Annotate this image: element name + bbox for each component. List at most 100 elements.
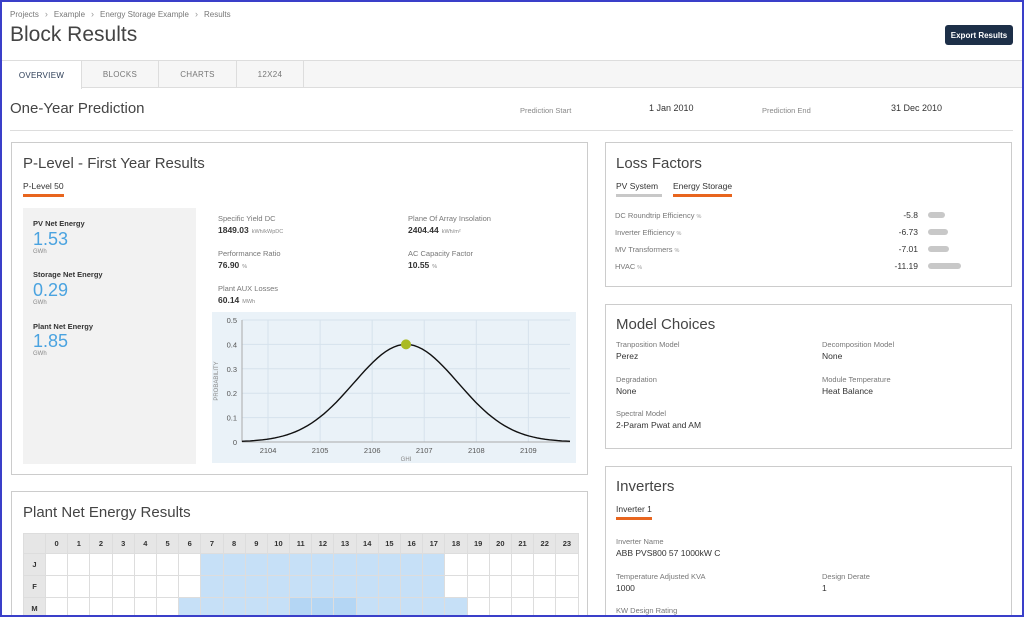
energy-cell[interactable] — [44, 597, 69, 615]
energy-cell[interactable] — [89, 597, 113, 615]
energy-cell[interactable] — [222, 597, 246, 615]
hour-header: 11 — [289, 533, 313, 554]
energy-cell[interactable] — [510, 597, 535, 615]
tab-overview[interactable]: OVERVIEW — [2, 61, 82, 89]
energy-cell[interactable] — [67, 553, 91, 576]
hour-header: 19 — [466, 533, 490, 554]
plevel-subtab[interactable]: P-Level 50 — [23, 181, 64, 197]
energy-cell[interactable] — [67, 575, 91, 598]
spectral-model-label: Spectral Model — [616, 409, 667, 418]
month-header: F — [23, 575, 46, 598]
loss-factor-label: MV Transformers% — [615, 245, 680, 254]
energy-cell[interactable] — [89, 575, 113, 598]
energy-cell[interactable] — [466, 553, 490, 576]
energy-cell[interactable] — [399, 597, 424, 615]
energy-cell[interactable] — [311, 553, 335, 576]
tab-charts[interactable]: CHARTS — [159, 61, 237, 88]
energy-cell[interactable] — [155, 597, 180, 615]
energy-cell[interactable] — [488, 575, 512, 598]
chevron-right-icon: › — [194, 9, 198, 19]
energy-cell[interactable] — [422, 553, 446, 576]
energy-cell[interactable] — [133, 575, 157, 598]
energy-cell[interactable] — [222, 575, 246, 598]
energy-cell[interactable] — [111, 553, 135, 576]
hour-header: 14 — [355, 533, 379, 554]
energy-cell[interactable] — [333, 597, 357, 615]
breadcrumb-item-projects[interactable]: Projects — [10, 9, 39, 19]
energy-cell[interactable] — [44, 575, 69, 598]
energy-cell[interactable] — [200, 597, 224, 615]
energy-cell[interactable] — [488, 553, 512, 576]
energy-cell[interactable] — [399, 553, 424, 576]
energy-cell[interactable] — [111, 575, 135, 598]
energy-cell[interactable] — [266, 575, 291, 598]
energy-cell[interactable] — [133, 597, 157, 615]
energy-cell[interactable] — [533, 553, 557, 576]
energy-cell[interactable] — [533, 597, 557, 615]
energy-cell[interactable] — [222, 553, 246, 576]
energy-cell[interactable] — [244, 553, 268, 576]
y-tick-label: 0.3 — [227, 365, 237, 374]
energy-cell[interactable] — [333, 553, 357, 576]
energy-cell[interactable] — [333, 575, 357, 598]
energy-cell[interactable] — [422, 575, 446, 598]
loss-factor-value: -11.19 — [894, 261, 918, 271]
breadcrumb-item-energy-storage-example[interactable]: Energy Storage Example — [100, 9, 189, 19]
energy-cell[interactable] — [488, 597, 512, 615]
energy-cell[interactable] — [510, 553, 535, 576]
tab-blocks[interactable]: BLOCKS — [82, 61, 159, 88]
energy-cell[interactable] — [289, 597, 313, 615]
export-results-button[interactable]: Export Results — [945, 25, 1013, 45]
energy-cell[interactable] — [266, 597, 291, 615]
energy-cell[interactable] — [533, 575, 557, 598]
energy-cell[interactable] — [200, 575, 224, 598]
energy-cell[interactable] — [377, 597, 402, 615]
energy-cell[interactable] — [510, 575, 535, 598]
energy-cell[interactable] — [178, 553, 202, 576]
energy-cell[interactable] — [178, 575, 202, 598]
energy-cell[interactable] — [466, 575, 490, 598]
energy-cell[interactable] — [111, 597, 135, 615]
energy-cell[interactable] — [44, 553, 69, 576]
energy-cell[interactable] — [355, 553, 379, 576]
subtab-inverter-1[interactable]: Inverter 1 — [616, 504, 652, 520]
energy-cell[interactable] — [155, 575, 180, 598]
breadcrumb-item-results[interactable]: Results — [203, 9, 231, 19]
energy-cell[interactable] — [555, 597, 579, 615]
energy-cell[interactable] — [200, 553, 224, 576]
energy-cell[interactable] — [244, 575, 268, 598]
energy-cell[interactable] — [444, 597, 468, 615]
energy-cell[interactable] — [377, 553, 402, 576]
subtab-pv-system[interactable]: PV System — [616, 181, 662, 197]
inverters-card — [605, 466, 1012, 615]
tab-12x24[interactable]: 12X24 — [237, 61, 304, 88]
energy-cell[interactable] — [67, 597, 91, 615]
energy-cell[interactable] — [555, 575, 579, 598]
energy-cell[interactable] — [311, 575, 335, 598]
energy-cell[interactable] — [355, 575, 379, 598]
energy-cell[interactable] — [399, 575, 424, 598]
energy-cell[interactable] — [289, 575, 313, 598]
inverter-name-label: Inverter Name — [616, 537, 664, 546]
energy-cell[interactable] — [355, 597, 379, 615]
energy-cell[interactable] — [244, 597, 268, 615]
energy-cell[interactable] — [289, 553, 313, 576]
energy-cell[interactable] — [133, 553, 157, 576]
energy-cell[interactable] — [311, 597, 335, 615]
energy-cell[interactable] — [444, 575, 468, 598]
spectral-model-value: 2-Param Pwat and AM — [616, 420, 702, 430]
grid-corner — [23, 533, 46, 554]
breadcrumb-item-example[interactable]: Example — [53, 9, 86, 19]
energy-cell[interactable] — [89, 553, 113, 576]
energy-cell[interactable] — [178, 597, 202, 615]
energy-cell[interactable] — [377, 575, 402, 598]
energy-cell[interactable] — [266, 553, 291, 576]
energy-cell[interactable] — [466, 597, 490, 615]
subtab-energy-storage[interactable]: Energy Storage — [673, 181, 733, 197]
energy-cell[interactable] — [155, 553, 180, 576]
energy-cell[interactable] — [444, 553, 468, 576]
active-underline — [616, 517, 652, 520]
month-header: M — [23, 597, 46, 615]
energy-cell[interactable] — [422, 597, 446, 615]
energy-cell[interactable] — [555, 553, 579, 576]
